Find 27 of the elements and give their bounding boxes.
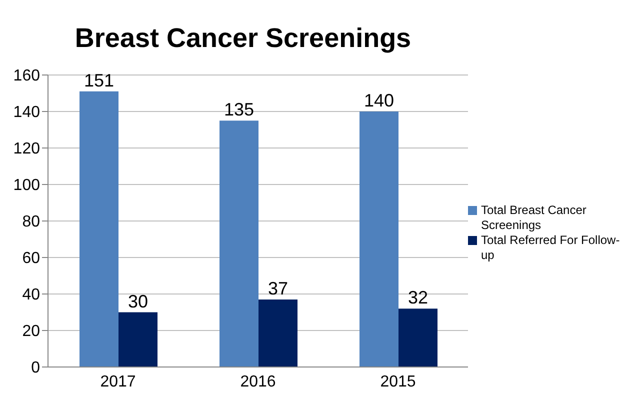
y-tick-label: 120 [13,140,40,158]
bar [258,299,298,367]
bar [360,112,398,367]
data-label: 151 [84,70,114,90]
legend-label: Total Breast Cancer Screenings [481,202,588,232]
y-tick-label: 160 [13,68,40,85]
legend-label: Total Referred For Follow-up [481,232,621,262]
bar [220,120,258,367]
y-tick-label: 80 [22,214,40,231]
y-tick-label: 100 [13,177,40,194]
x-tick-label: 2016 [240,373,276,390]
bar [118,312,158,367]
y-tick-label: 40 [22,286,40,304]
y-tick-label: 20 [22,323,40,340]
y-tick-label: 140 [13,104,40,122]
x-tick-label: 2017 [100,373,136,390]
data-label: 32 [408,288,428,308]
data-label: 30 [128,291,148,312]
bar [398,308,438,367]
data-label: 135 [224,100,254,120]
bar [80,91,118,367]
x-tick-label: 2015 [380,373,416,390]
data-label: 37 [268,278,288,298]
y-tick-label: 0 [31,360,40,377]
data-label: 140 [364,90,394,110]
chart-title: Breast Cancer Screenings [74,22,412,55]
y-tick-label: 60 [22,250,40,268]
